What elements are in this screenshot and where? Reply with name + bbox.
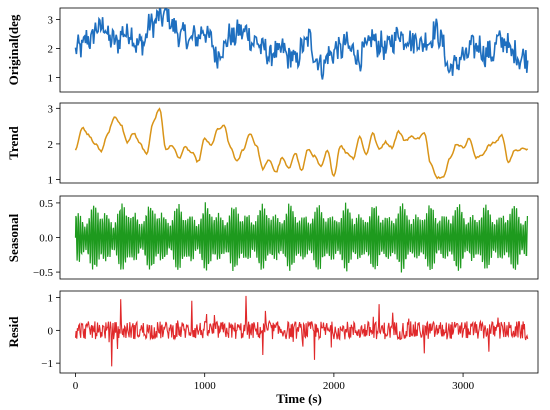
y-tick-label: 0.5 [39, 198, 53, 210]
y-tick-label: 3 [48, 103, 54, 115]
y-tick-label: 3 [48, 15, 54, 27]
panel-frame [59, 290, 539, 374]
y-tick-label: −0.5 [33, 267, 53, 279]
seasonal-series-line [74, 202, 528, 273]
panel-ylabel: Seasonal [6, 213, 21, 262]
y-tick-label: 1 [48, 174, 54, 186]
y-tick-label: 2 [48, 44, 54, 56]
panel-ylabel: Resid [6, 316, 21, 348]
x-tick-label: 2000 [323, 380, 346, 392]
x-tick-label: 0 [73, 380, 79, 392]
panel-frame [59, 102, 539, 184]
y-tick-label: −1 [41, 358, 53, 370]
x-tick-label: 1000 [194, 380, 217, 392]
y-tick-label: 2 [48, 139, 54, 151]
y-tick-label: 0 [48, 325, 54, 337]
trend-series-line [74, 107, 529, 180]
original-series-line [74, 7, 529, 80]
panel-resid: Resid −1 0 1 0 1000 2000 3000 Time (s) [6, 290, 539, 406]
resid-series-line [74, 295, 529, 367]
y-tick-label: 1 [48, 73, 54, 85]
panel-original: Original(deg 1 2 3 [6, 7, 539, 93]
x-tick-label: 3000 [452, 380, 475, 392]
panel-trend: Trend 1 2 3 [6, 102, 539, 186]
x-axis-label: Time (s) [276, 391, 322, 406]
y-tick-label: 0.0 [39, 233, 53, 245]
y-tick-label: 1 [48, 293, 54, 305]
panel-ylabel: Original(deg [6, 14, 21, 85]
panel-ylabel: Trend [6, 126, 21, 160]
panel-seasonal: Seasonal −0.5 0.0 0.5 [6, 195, 539, 280]
panel-frame [59, 7, 539, 93]
